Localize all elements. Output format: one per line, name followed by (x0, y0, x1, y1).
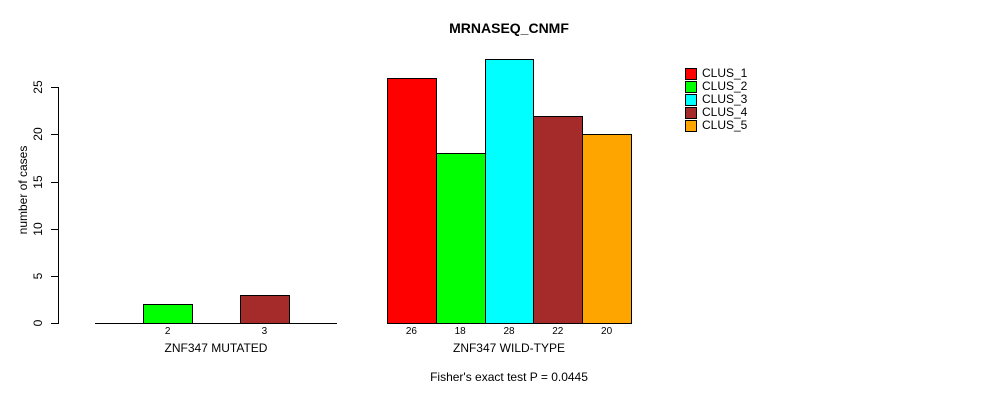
bar-value-label: 18 (454, 326, 466, 337)
y-tick-label: 0 (31, 319, 45, 327)
y-tick-label: 15 (31, 174, 45, 189)
bar-clus_5 (582, 134, 632, 324)
bar-value-label: 20 (601, 326, 613, 337)
legend-swatch (685, 80, 697, 93)
legend-swatch (685, 67, 697, 80)
bar-value-label: 22 (552, 326, 564, 337)
y-tick-mark (51, 323, 58, 324)
y-tick-mark (51, 87, 58, 89)
bar-clus_1 (387, 77, 437, 324)
bar-value-label: 3 (261, 326, 268, 337)
bar-clus_4 (240, 294, 290, 324)
legend-item: CLUS_3 (685, 93, 747, 106)
legend-item: CLUS_2 (685, 80, 747, 93)
legend-item: CLUS_4 (685, 106, 747, 119)
y-axis-line (58, 87, 59, 324)
y-tick-mark (51, 228, 58, 230)
legend-item: CLUS_1 (685, 67, 747, 80)
y-tick-label: 5 (31, 272, 45, 280)
group-label: ZNF347 MUTATED (164, 341, 268, 355)
bar-value-label: 28 (503, 326, 515, 337)
bar-clus_4 (533, 115, 584, 324)
legend-swatch (685, 119, 697, 132)
legend-label: CLUS_5 (702, 118, 748, 132)
bar-clus_2 (435, 153, 486, 324)
legend-swatch (685, 106, 697, 119)
y-tick-mark (51, 275, 58, 277)
y-tick-mark (51, 134, 58, 136)
bar-clus_3 (484, 58, 535, 324)
group-label: ZNF347 WILD-TYPE (452, 341, 566, 355)
bar-value-label: 2 (164, 326, 171, 337)
legend-label: CLUS_2 (702, 79, 748, 93)
legend-label: CLUS_3 (702, 92, 748, 106)
legend-label: CLUS_4 (702, 105, 748, 119)
annotation-text: Fisher's exact test P = 0.0445 (430, 370, 588, 384)
legend-swatch (685, 93, 697, 106)
y-tick-label: 10 (31, 222, 45, 236)
bar-clus_2 (143, 304, 193, 324)
y-tick-mark (51, 181, 58, 183)
x-baseline (95, 323, 337, 324)
bar-value-label: 26 (405, 326, 417, 337)
chart-title: MRNASEQ_CNMF (449, 20, 569, 36)
legend-item: CLUS_5 (685, 119, 747, 132)
y-tick-label: 25 (31, 80, 45, 94)
y-tick-label: 20 (31, 127, 45, 142)
legend: CLUS_1 CLUS_2 CLUS_3 CLUS_4 CLUS_5 (685, 67, 747, 132)
legend-label: CLUS_1 (702, 66, 748, 80)
